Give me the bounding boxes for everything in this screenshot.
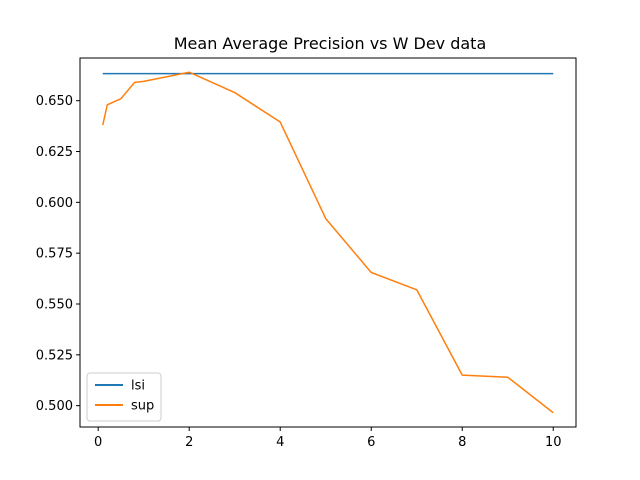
y-tick-label: 0.650: [36, 94, 73, 109]
legend-label-sup: sup: [131, 399, 154, 414]
x-tick-label: 0: [94, 435, 102, 450]
x-tick-label: 2: [185, 435, 193, 450]
legend-box: [86, 372, 162, 422]
x-axis: 0 2 4 6 8 10: [94, 427, 562, 450]
legend-label-lsi: lsi: [131, 379, 145, 394]
x-tick-label: 10: [545, 435, 562, 450]
series-line-sup: [102, 71, 554, 414]
chart-title: Mean Average Precision vs W Dev data: [174, 34, 487, 53]
series-group: [102, 71, 554, 414]
y-tick-label: 0.575: [36, 247, 73, 262]
axes-frame: [79, 57, 577, 428]
y-tick-label: 0.600: [36, 196, 73, 211]
x-tick-label: 4: [276, 435, 284, 450]
y-tick-label: 0.500: [36, 399, 73, 414]
y-tick-label: 0.525: [36, 348, 73, 363]
legend: lsi sup: [86, 372, 162, 422]
y-tick-label: 0.550: [36, 298, 73, 313]
y-tick-label: 0.625: [36, 145, 73, 160]
x-tick-label: 6: [367, 435, 375, 450]
y-axis: 0.500 0.525 0.550 0.575 0.600 0.625 0.650: [36, 94, 80, 414]
x-tick-label: 8: [458, 435, 466, 450]
